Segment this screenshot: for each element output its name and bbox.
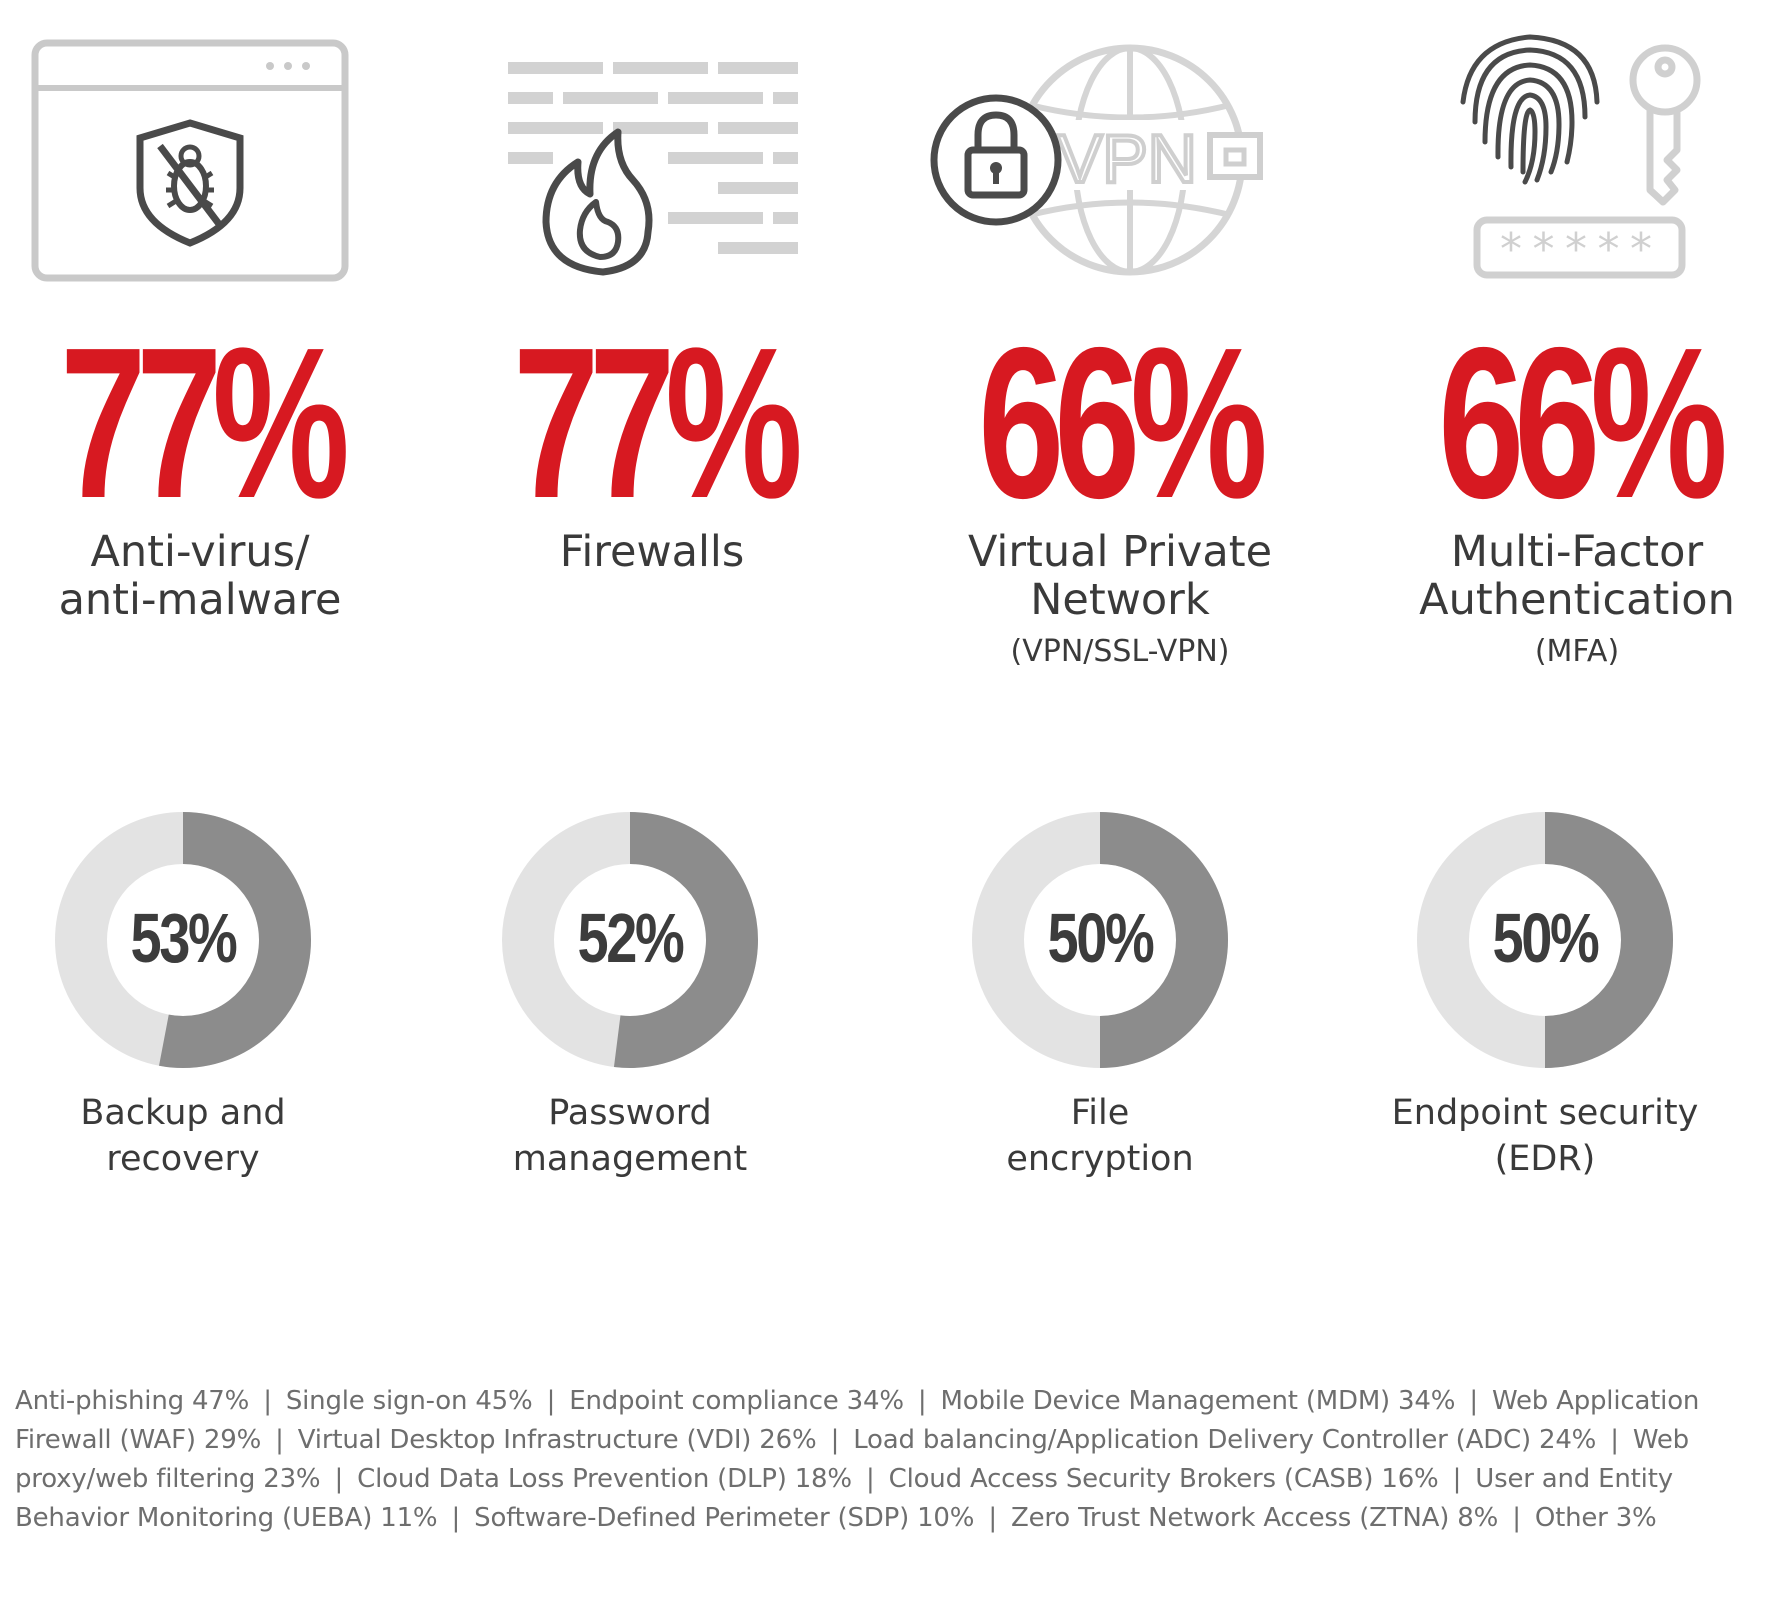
donut-chart bbox=[55, 812, 311, 1068]
footnote-separator: | bbox=[1461, 1386, 1486, 1416]
donut-category-label: File encryption bbox=[890, 1090, 1310, 1182]
footnote-separator: | bbox=[267, 1425, 292, 1455]
donut-category-label: Backup and recovery bbox=[0, 1090, 393, 1182]
donut-value-arc bbox=[1544, 812, 1673, 1068]
footnote-separator: | bbox=[326, 1464, 352, 1494]
label-line: Endpoint security bbox=[1391, 1093, 1699, 1133]
vpn-text: VPN bbox=[1057, 121, 1197, 197]
big-stat-pct: 66% bbox=[1438, 302, 1728, 543]
big-stat-label: Virtual Private Network bbox=[900, 528, 1340, 624]
footnote-item: Other 3% bbox=[1534, 1503, 1657, 1533]
fingerprint-key-password-icon: ***** bbox=[1460, 34, 1701, 279]
label-line: Firewalls bbox=[559, 527, 745, 577]
footnote-separator: | bbox=[538, 1386, 564, 1416]
big-stat-pct: 77% bbox=[513, 302, 803, 543]
footnote-separator: | bbox=[909, 1386, 935, 1416]
big-stat-label: Firewalls bbox=[432, 528, 872, 576]
big-stat-label: Anti-virus/ anti-malware bbox=[0, 528, 420, 624]
donut-chart bbox=[972, 812, 1228, 1068]
footnote-separator: | bbox=[443, 1503, 469, 1533]
big-stat-pct: 77% bbox=[60, 302, 350, 543]
label-line: recovery bbox=[106, 1139, 260, 1179]
browser-shield-bug-icon bbox=[31, 39, 349, 282]
footnote-item: Cloud Access Security Brokers (CASB) 16% bbox=[888, 1464, 1439, 1494]
label-line: encryption bbox=[1006, 1139, 1194, 1179]
donut-chart bbox=[502, 812, 758, 1068]
label-line: (EDR) bbox=[1494, 1139, 1596, 1179]
donut-value-arc bbox=[1099, 812, 1228, 1068]
big-stat-sub: (MFA) bbox=[1534, 634, 1620, 669]
vpn-globe-lock-icon: VPN bbox=[930, 44, 1263, 276]
footnote-item: Mobile Device Management (MDM) 34% bbox=[940, 1386, 1456, 1416]
footnote-separator: | bbox=[857, 1464, 883, 1494]
password-mask-text: ***** bbox=[1498, 224, 1660, 275]
donut-category-label: Password management bbox=[420, 1090, 840, 1182]
footnote-item: Software-Defined Perimeter (SDP) 10% bbox=[474, 1503, 975, 1533]
donut-chart bbox=[1417, 812, 1673, 1068]
big-stat-sub: (VPN/SSL-VPN) bbox=[1010, 634, 1230, 669]
footnote-separator: | bbox=[1504, 1503, 1529, 1533]
footnote-separator: | bbox=[1444, 1464, 1470, 1494]
big-stat-pct: 66% bbox=[978, 302, 1268, 543]
footnote-separator: | bbox=[822, 1425, 848, 1455]
donut-category-label: Endpoint security (EDR) bbox=[1335, 1090, 1755, 1182]
label-line: anti-malware bbox=[58, 575, 342, 625]
label-line: Authentication bbox=[1419, 575, 1735, 625]
footnote-item: Web proxy/web filtering 23% bbox=[15, 1425, 1689, 1494]
label-line: Password bbox=[548, 1093, 712, 1133]
footnote-item: Single sign-on 45% bbox=[285, 1386, 533, 1416]
footnote-item: Load balancing/Application Delivery Cont… bbox=[853, 1425, 1597, 1455]
other-tools-footnote: Anti-phishing 47% | Single sign-on 45% |… bbox=[15, 1382, 1780, 1538]
donut-pct-label: 53% bbox=[130, 899, 238, 977]
label-line: Virtual Private bbox=[967, 527, 1273, 577]
label-line: Multi-Factor bbox=[1450, 527, 1704, 577]
label-line: File bbox=[1070, 1093, 1130, 1133]
donut-pct-label: 50% bbox=[1492, 899, 1600, 977]
label-line: management bbox=[512, 1139, 748, 1179]
footnote-item: Endpoint compliance 34% bbox=[569, 1386, 904, 1416]
footnote-item: Virtual Desktop Infrastructure (VDI) 26% bbox=[297, 1425, 817, 1455]
donut-pct-label: 52% bbox=[577, 899, 685, 977]
donut-pct-label: 50% bbox=[1047, 899, 1155, 977]
footnote-item: Web Application Firewall (WAF) 29% bbox=[15, 1386, 1700, 1455]
label-line: Network bbox=[1030, 575, 1210, 625]
footnote-separator: | bbox=[980, 1503, 1005, 1533]
footnote-item: Anti-phishing 47% bbox=[15, 1386, 250, 1416]
label-line: Anti-virus/ bbox=[90, 527, 310, 577]
footnote-item: Cloud Data Loss Prevention (DLP) 18% bbox=[357, 1464, 852, 1494]
donut-value-arc bbox=[614, 812, 758, 1068]
footnote-separator: | bbox=[255, 1386, 280, 1416]
big-stat-label: Multi-Factor Authentication bbox=[1357, 528, 1789, 624]
footnote-item: Zero Trust Network Access (ZTNA) 8% bbox=[1010, 1503, 1499, 1533]
donut-value-arc bbox=[159, 812, 311, 1068]
footnote-item: User and Entity Behavior Monitoring (UEB… bbox=[15, 1464, 1673, 1533]
firewall-flame-icon bbox=[508, 62, 798, 276]
footnote-separator: | bbox=[1602, 1425, 1627, 1455]
label-line: Backup and bbox=[80, 1093, 286, 1133]
